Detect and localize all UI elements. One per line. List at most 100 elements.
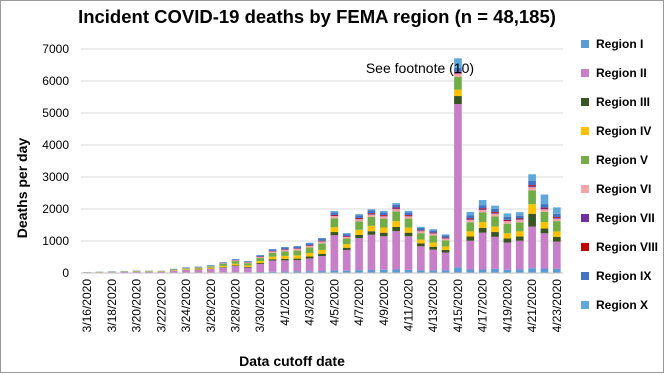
bar-segment <box>343 250 351 271</box>
bar-segment <box>343 233 351 234</box>
y-tick-label: 7000 <box>42 42 69 56</box>
bar-segment <box>232 259 240 260</box>
legend-label: Region IV <box>596 124 651 138</box>
x-tick-label: 3/18/2020 <box>105 279 119 333</box>
bar-segment <box>405 219 413 228</box>
bar-segment <box>380 211 388 212</box>
bar-segment <box>331 215 339 216</box>
x-tick-label: 4/11/2020 <box>402 279 416 332</box>
bar-segment <box>528 214 536 227</box>
bar-segment <box>516 222 524 231</box>
bar-segment <box>281 250 289 252</box>
bar-segment <box>207 269 215 273</box>
legend-label: Region V <box>596 153 648 167</box>
x-tick-label: 4/7/2020 <box>352 279 366 326</box>
bar-segment <box>504 221 512 224</box>
bar-segment <box>306 246 314 248</box>
bar-segment <box>368 213 376 214</box>
bar-segment <box>380 216 388 218</box>
bar-segment <box>306 257 314 259</box>
bar-segment <box>244 261 252 262</box>
bar-segment <box>541 195 549 205</box>
bar-segment <box>466 237 474 241</box>
bar-segment <box>528 186 536 187</box>
bar-segment <box>306 258 314 271</box>
bar-segment <box>293 247 301 249</box>
bar-segment <box>293 260 301 271</box>
legend-label: Region X <box>596 298 648 312</box>
bar-segment <box>269 261 277 272</box>
legend-label: Region VIII <box>596 240 658 254</box>
bar-segment <box>281 256 289 259</box>
bar-segment <box>355 219 363 221</box>
bar-segment <box>479 228 487 233</box>
bar-segment <box>454 104 462 267</box>
bar-segment <box>479 208 487 209</box>
bar-segment <box>368 217 376 226</box>
bar-segment <box>256 263 264 264</box>
y-tick-label: 6000 <box>42 74 69 88</box>
bar-segment <box>182 268 190 269</box>
bar-segment <box>417 230 425 231</box>
bar-segment <box>454 77 462 90</box>
bar-segment <box>318 238 326 239</box>
bar-segment <box>368 211 376 214</box>
y-tick-label: 2000 <box>42 202 69 216</box>
bar-segment <box>207 266 215 267</box>
x-tick-label: 4/5/2020 <box>327 279 341 326</box>
legend-label: Region III <box>596 95 650 109</box>
bar-segment <box>380 216 388 217</box>
bar-segment <box>355 235 363 238</box>
x-tick-label: 4/17/2020 <box>476 279 490 333</box>
bar-segment <box>528 268 536 273</box>
bar-segment <box>504 233 512 238</box>
bar-segment <box>207 268 215 269</box>
bar-segment <box>553 231 561 236</box>
bar-segment <box>355 221 363 229</box>
bar-segment <box>405 236 413 270</box>
bar-segment <box>355 238 363 270</box>
bar-segment <box>244 265 252 266</box>
legend-label: Region II <box>596 66 647 80</box>
bar-segment <box>256 255 264 256</box>
bar-segment <box>541 208 549 209</box>
bar-segment <box>405 216 413 218</box>
bar-segment <box>528 185 536 186</box>
legend-swatch <box>581 98 589 106</box>
legend-swatch <box>581 243 589 251</box>
bar-segment <box>466 215 474 218</box>
legend-swatch <box>581 69 589 77</box>
bar-segment <box>355 214 363 215</box>
legend-label: Region I <box>596 37 643 51</box>
x-tick-label: 3/24/2020 <box>179 279 193 333</box>
bar-segment <box>516 219 524 220</box>
bar-segment <box>368 231 376 235</box>
bar-segment <box>355 219 363 220</box>
bar-segment <box>405 228 413 233</box>
x-tick-label: 3/16/2020 <box>80 279 94 333</box>
bar-segment <box>479 222 487 228</box>
bar-segment <box>392 209 400 211</box>
bar-segment <box>392 208 400 209</box>
bar-segment <box>269 257 277 260</box>
bar-segment <box>219 264 227 266</box>
bar-segment <box>306 248 314 253</box>
x-tick-label: 4/3/2020 <box>303 279 317 326</box>
bar-segment <box>195 268 203 269</box>
bar-segment <box>331 232 339 235</box>
legend: Region I Region II Region III Region IV Regi… <box>581 37 658 312</box>
bar-segment <box>553 219 561 222</box>
x-tick-label: 3/26/2020 <box>204 279 218 333</box>
bar-segment <box>318 239 326 241</box>
bar-segment <box>504 220 512 221</box>
bar-segment <box>417 240 425 244</box>
bar-segment <box>491 209 499 212</box>
bar-segment <box>306 243 314 245</box>
bar-segment <box>504 243 512 270</box>
bar-segment <box>380 233 388 237</box>
bar-segment <box>417 228 425 230</box>
bar-segment <box>318 244 326 250</box>
bar-segment <box>256 261 264 263</box>
bar-segment <box>405 211 413 212</box>
